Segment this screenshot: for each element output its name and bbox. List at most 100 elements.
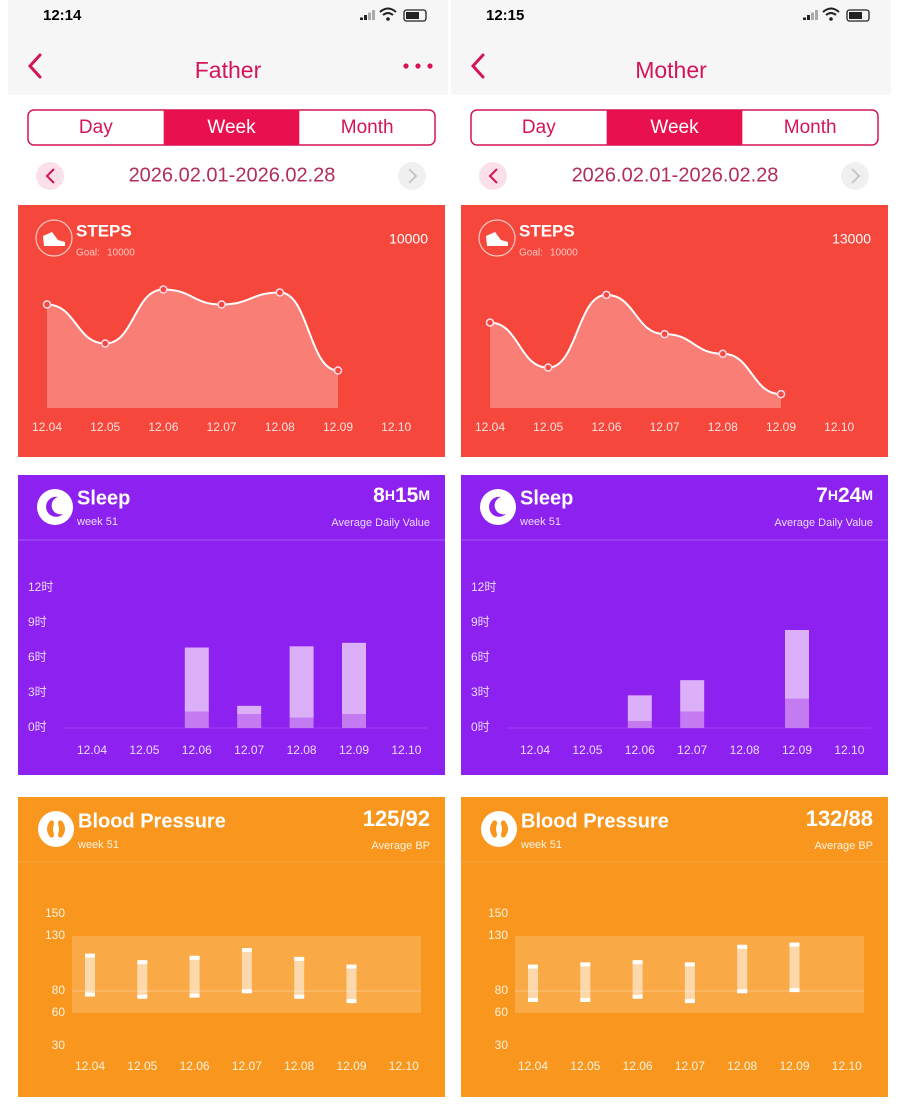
signal-bar bbox=[811, 12, 814, 20]
x-tick-label: 12.07 bbox=[650, 420, 680, 434]
x-tick-label: 12.06 bbox=[591, 420, 621, 434]
next-button[interactable] bbox=[398, 162, 426, 190]
y-tick-label: 12时 bbox=[28, 580, 53, 594]
signal-bar bbox=[372, 10, 375, 20]
x-tick-label: 12.08 bbox=[730, 743, 760, 757]
x-tick-label: 12.05 bbox=[570, 1059, 600, 1073]
bp-card bbox=[461, 797, 888, 1097]
tab[interactable]: Month bbox=[341, 117, 394, 138]
bp-range-bar bbox=[528, 964, 538, 1002]
signal-bar bbox=[368, 12, 371, 20]
bp-high-cap bbox=[85, 953, 95, 958]
sleep-average-part: H bbox=[828, 487, 838, 503]
sleep-bar-segment bbox=[184, 647, 209, 712]
bp-range-bar bbox=[737, 944, 748, 994]
steps-point bbox=[217, 300, 226, 309]
sleep-average-part: M bbox=[861, 487, 873, 503]
x-tick-label: 12.07 bbox=[232, 1059, 262, 1073]
sleep-card bbox=[18, 475, 445, 775]
sleep-bar-segment bbox=[627, 695, 652, 721]
y-tick-label: 9时 bbox=[28, 615, 47, 629]
sleep-bar-segment bbox=[680, 680, 705, 712]
menu-dot[interactable] bbox=[427, 63, 433, 69]
bp-high-cap bbox=[241, 948, 252, 953]
status-time: 12:15 bbox=[486, 7, 524, 24]
bp-high-cap bbox=[737, 944, 748, 949]
steps-point bbox=[159, 285, 168, 294]
x-tick-label: 12.04 bbox=[75, 1059, 105, 1073]
back-button[interactable] bbox=[470, 53, 485, 79]
status-time: 12:14 bbox=[43, 7, 82, 24]
steps-area bbox=[47, 289, 338, 408]
bp-range-bar bbox=[346, 964, 357, 1004]
sleep-bar-segment bbox=[342, 642, 366, 714]
next-chevron bbox=[408, 168, 418, 184]
sleep-average-label: Average Daily Value bbox=[331, 517, 430, 529]
x-tick-label: 12.10 bbox=[834, 743, 864, 757]
x-tick-label: 12.04 bbox=[475, 420, 505, 434]
bp-subtitle: week 51 bbox=[520, 839, 562, 851]
menu-dot[interactable] bbox=[403, 63, 409, 69]
y-tick-label: 130 bbox=[488, 928, 508, 942]
bp-high-cap bbox=[580, 962, 591, 967]
bp-range-bar bbox=[189, 955, 200, 998]
bp-high-cap bbox=[789, 942, 800, 947]
menu-dot[interactable] bbox=[415, 63, 421, 69]
steps-point bbox=[602, 290, 611, 300]
sleep-bar-segment bbox=[680, 711, 705, 728]
prev-button[interactable] bbox=[479, 162, 507, 190]
steps-title: STEPS bbox=[76, 221, 132, 240]
tab[interactable]: Day bbox=[522, 117, 556, 138]
y-tick-label: 30 bbox=[495, 1038, 509, 1052]
x-tick-label: 12.10 bbox=[391, 743, 421, 757]
steps-point bbox=[275, 288, 285, 297]
prev-button[interactable] bbox=[36, 162, 64, 190]
bp-high-cap bbox=[632, 960, 643, 965]
y-tick-label: 3时 bbox=[28, 685, 47, 699]
sleep-average-part: 15 bbox=[395, 484, 419, 507]
x-tick-label: 12.04 bbox=[77, 743, 107, 757]
x-tick-label: 12.05 bbox=[129, 743, 159, 757]
battery-level bbox=[849, 12, 862, 19]
tab-active bbox=[606, 110, 743, 145]
x-tick-label: 12.06 bbox=[148, 420, 178, 434]
bp-average-label: Average BP bbox=[814, 840, 873, 852]
y-tick-label: 60 bbox=[495, 1005, 509, 1019]
wifi-icon bbox=[379, 7, 397, 16]
bp-low-cap bbox=[684, 999, 695, 1004]
steps-point bbox=[776, 389, 786, 399]
sleep-bar-segment bbox=[785, 698, 809, 728]
x-tick-label: 12.06 bbox=[182, 743, 212, 757]
goal-value: 10000 bbox=[107, 248, 135, 259]
goal-text: Goal: bbox=[76, 248, 100, 259]
tab[interactable]: Week bbox=[207, 117, 256, 138]
kidney-icon bbox=[47, 820, 65, 838]
signal-bar bbox=[815, 10, 818, 20]
back-button[interactable] bbox=[27, 53, 42, 79]
next-chevron bbox=[851, 168, 861, 184]
sleep-bar-segment bbox=[289, 717, 314, 728]
x-tick-label: 12.04 bbox=[32, 420, 62, 434]
bp-low-cap bbox=[528, 998, 538, 1002]
x-tick-label: 12.09 bbox=[779, 1059, 809, 1073]
tab[interactable]: Month bbox=[784, 117, 837, 138]
y-tick-label: 6时 bbox=[471, 650, 490, 664]
tab[interactable]: Week bbox=[650, 117, 699, 138]
sleep-subtitle: week 51 bbox=[519, 516, 561, 528]
tab[interactable]: Day bbox=[79, 117, 113, 138]
bp-range-bar bbox=[137, 960, 148, 999]
bp-high-cap bbox=[189, 955, 200, 960]
bp-low-cap bbox=[580, 998, 591, 1002]
x-tick-label: 12.09 bbox=[766, 420, 796, 434]
bp-icon bbox=[481, 811, 517, 847]
y-tick-label: 30 bbox=[52, 1038, 66, 1052]
x-tick-label: 12.05 bbox=[572, 743, 602, 757]
next-button[interactable] bbox=[841, 162, 869, 190]
steps-max: 13000 bbox=[832, 231, 871, 247]
signal-bar bbox=[364, 15, 367, 20]
x-tick-label: 12.08 bbox=[265, 420, 295, 434]
sleep-average-part: 8 bbox=[373, 484, 385, 507]
bp-high-cap bbox=[528, 964, 538, 969]
steps-point bbox=[42, 300, 52, 309]
